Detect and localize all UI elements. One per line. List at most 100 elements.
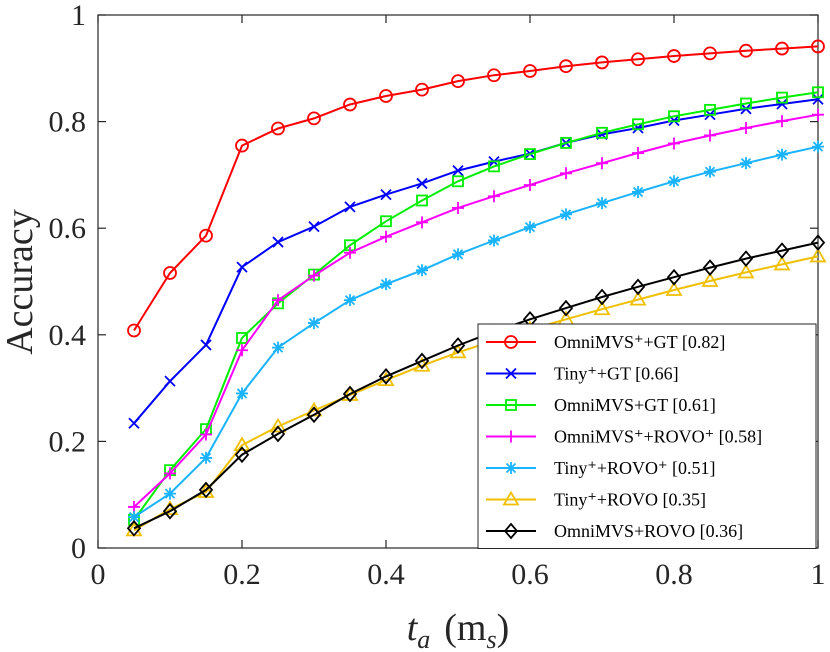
- data-point: [128, 511, 140, 524]
- data-point: [308, 269, 320, 282]
- x-axis-label-unit-sub: s: [487, 625, 497, 652]
- legend-label: OmniMVS⁺+ROVO⁺ [0.58]: [554, 427, 762, 447]
- legend-label: Tiny⁺+GT [0.66]: [554, 364, 679, 384]
- data-point: [200, 428, 212, 441]
- data-point: [774, 242, 790, 259]
- data-point: [271, 121, 285, 136]
- x-tick-label: 1: [811, 558, 826, 591]
- x-axis-label: ta (ms): [407, 607, 510, 652]
- data-point: [775, 41, 789, 56]
- data-point: [127, 323, 141, 338]
- data-point: [632, 147, 644, 160]
- legend-marker: [505, 367, 517, 380]
- data-point: [596, 197, 608, 210]
- data-point: [560, 208, 572, 221]
- data-point: [272, 341, 284, 354]
- legend-label: Tiny⁺+ROVO⁺ [0.51]: [554, 458, 716, 478]
- data-point: [416, 194, 428, 207]
- legend-label: OmniMVS+ROVO [0.36]: [554, 521, 743, 541]
- data-point: [452, 164, 464, 177]
- legend-marker: [504, 335, 518, 349]
- data-point: [234, 446, 250, 464]
- data-point: [164, 467, 176, 480]
- series-line: [133, 113, 819, 508]
- series-0: [127, 39, 825, 338]
- data-point: [450, 337, 466, 354]
- data-point: [198, 481, 214, 499]
- data-point: [200, 451, 212, 464]
- y-tick-label: 0.6: [49, 212, 87, 245]
- x-axis-label-var: t: [407, 607, 419, 649]
- data-point: [236, 261, 248, 273]
- legend-entry: Tiny⁺+GT [0.66]: [486, 364, 679, 384]
- legend-entry: OmniMVS+ROVO [0.36]: [486, 521, 743, 541]
- data-point: [776, 148, 788, 161]
- x-axis-label-unit-open: (m: [444, 607, 486, 649]
- data-point: [665, 281, 683, 296]
- data-point: [560, 167, 572, 180]
- y-tick-label: 1: [71, 0, 86, 32]
- legend-marker: [502, 490, 520, 506]
- data-point: [379, 89, 393, 103]
- data-point: [776, 115, 788, 128]
- data-point: [452, 201, 464, 214]
- data-point: [631, 52, 645, 67]
- data-point: [809, 247, 827, 263]
- data-point: [701, 272, 719, 287]
- data-point: [416, 216, 428, 229]
- data-point: [632, 118, 644, 131]
- data-point: [272, 294, 284, 307]
- data-point: [270, 425, 286, 443]
- x-tick-label: 0.6: [511, 558, 549, 591]
- legend-entry: OmniMVS⁺+ROVO⁺ [0.58]: [486, 427, 762, 447]
- data-point: [812, 86, 824, 99]
- data-point: [737, 263, 755, 279]
- data-point: [162, 502, 178, 520]
- data-point: [344, 201, 356, 213]
- data-point: [128, 417, 140, 429]
- data-point: [524, 148, 536, 161]
- series-6: [126, 234, 826, 537]
- series-line: [133, 91, 819, 521]
- data-point: [668, 110, 680, 123]
- data-point: [524, 221, 536, 234]
- data-point: [632, 185, 644, 198]
- data-point: [272, 236, 284, 248]
- data-point: [308, 317, 320, 330]
- data-point: [740, 157, 752, 170]
- x-axis-label-unit-close: ): [497, 607, 510, 649]
- y-tick-label: 0: [71, 532, 86, 565]
- legend-marker: [505, 430, 517, 443]
- x-tick-label: 0: [91, 558, 106, 591]
- series-4: [128, 140, 824, 524]
- x-tick-label: 0.8: [655, 558, 693, 591]
- data-point: [380, 215, 392, 228]
- data-point: [126, 519, 142, 537]
- data-point: [812, 93, 824, 105]
- data-point: [666, 268, 682, 286]
- legend-marker: [505, 399, 517, 411]
- y-tick-label: 0.2: [49, 425, 87, 458]
- data-point: [596, 126, 608, 139]
- data-point: [629, 290, 647, 306]
- data-point: [810, 234, 826, 251]
- x-tick-label: 0.4: [367, 558, 405, 591]
- legend-label: Tiny⁺+ROVO [0.35]: [554, 490, 706, 510]
- data-point: [452, 175, 464, 188]
- data-point: [812, 140, 824, 153]
- data-point: [380, 278, 392, 291]
- data-point: [523, 64, 537, 78]
- data-point: [740, 121, 752, 134]
- data-point: [343, 97, 357, 112]
- data-point: [344, 294, 356, 307]
- data-point: [704, 129, 716, 142]
- x-axis-label-var-sub: a: [417, 625, 430, 652]
- data-point: [236, 344, 248, 357]
- series-line: [133, 145, 819, 518]
- legend-marker: [505, 462, 517, 474]
- data-point: [776, 98, 788, 110]
- data-point: [702, 259, 718, 277]
- data-point: [559, 59, 573, 74]
- data-point: [773, 255, 791, 271]
- data-point: [164, 487, 176, 500]
